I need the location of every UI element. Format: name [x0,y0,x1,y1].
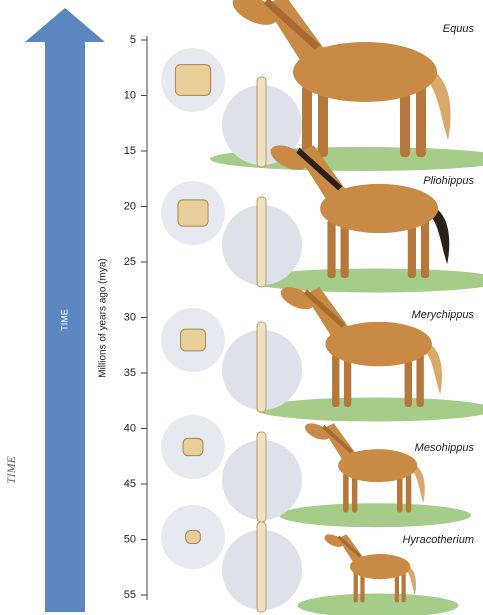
leg-bone [256,431,267,523]
tooth [177,199,209,227]
horse-leg [400,85,410,157]
tooth [182,437,204,457]
tick-label: 10 [124,89,136,101]
horse [324,534,417,603]
horse-body [293,42,437,102]
horse [232,0,451,157]
horse-mane [264,0,320,50]
leg-bone [256,196,267,288]
horse [304,423,425,513]
grass [256,397,483,422]
tick-label: 50 [124,533,136,545]
horse-leg [416,353,424,407]
horse-leg [394,572,399,603]
tick-label: 25 [124,256,136,268]
horse-body [338,449,418,483]
horse [270,145,450,279]
horse-body [320,183,439,234]
leg-bone [256,76,267,168]
tick-label: 15 [124,145,136,157]
axis-title: Millions of years ago (mya) [98,258,109,377]
species-name: Mesohippus [415,442,475,454]
horse-leg [351,472,358,513]
side-label: TIME [4,455,18,484]
horse-leg [343,353,352,407]
horse-leg [404,353,412,407]
tooth [185,530,201,544]
horse-leg [420,219,430,279]
horse-leg [340,219,349,279]
horse-tail [429,205,450,265]
species-name: Equus [443,23,475,35]
species-name: Hyracotherium [402,534,474,546]
horse-leg [401,572,406,603]
horse-leg [327,219,336,279]
illustrations [161,0,483,615]
tick-label: 20 [124,200,136,212]
horse-mane [303,289,346,328]
horse-mane [337,535,362,558]
horse-tail [423,341,443,395]
horse-leg [416,85,426,157]
tick-label: 35 [124,367,136,379]
horse-leg [302,85,312,157]
labels: 5 10 15 20 25 30 35 40 45 50 55 Equus Pliohippus Mery… [124,23,475,601]
tick-label: 45 [124,478,136,490]
tooth [174,64,212,96]
leg-bone [256,321,267,413]
horse-body [349,554,411,580]
horse-body [325,321,432,367]
leg-bone [256,521,267,613]
tooth [180,328,206,352]
horse-leg [407,219,416,279]
horse-leg [360,572,365,603]
tick-label: 30 [124,311,136,323]
horse-tail [426,68,451,140]
time-arrow [25,8,105,612]
tick-label: 5 [130,34,136,46]
horse-leg [332,353,340,407]
horse-leg [353,572,358,603]
grass [279,503,471,528]
grass [297,593,459,615]
horse-leg [318,85,328,157]
horse-tail [411,463,425,503]
horse-leg [397,472,403,513]
tick-label: 55 [124,589,136,601]
horse-mane [296,147,343,191]
horse-leg [405,472,412,513]
arrow-label: TIME [59,309,69,331]
tick-label: 40 [124,422,136,434]
species-name: Pliohippus [423,175,474,187]
horse-mane [322,424,353,454]
species-name: Merychippus [412,309,475,321]
horse [280,287,443,407]
horse-tail [405,564,417,596]
horse-leg [343,472,349,513]
